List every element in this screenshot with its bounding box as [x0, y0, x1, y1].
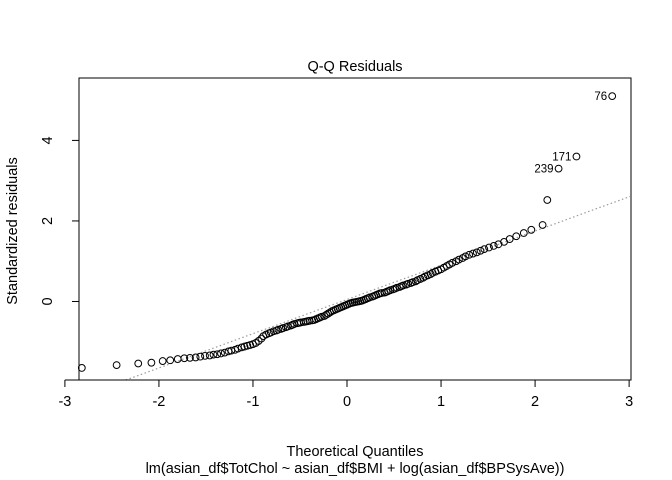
data-point — [419, 273, 428, 282]
data-point — [572, 152, 581, 161]
data-point — [180, 354, 189, 363]
data-point — [455, 255, 463, 264]
data-point — [505, 235, 514, 243]
data-point — [476, 246, 485, 255]
x-tick-label: 1 — [437, 394, 445, 410]
data-point — [186, 353, 194, 362]
data-point — [608, 92, 617, 101]
data-point — [209, 350, 218, 359]
x-tick-label: 3 — [625, 394, 633, 410]
x-axis-label: Theoretical Quantiles — [286, 444, 423, 460]
x-tick-label: -1 — [247, 394, 260, 410]
data-point — [205, 351, 214, 360]
data-point — [201, 351, 209, 360]
data-point — [166, 356, 175, 365]
data-point — [77, 364, 86, 372]
data-point — [554, 164, 563, 173]
data-point — [543, 196, 552, 204]
data-point — [485, 243, 493, 252]
x-tick-label: 0 — [343, 394, 351, 410]
data-point — [512, 232, 521, 241]
data-point — [134, 359, 143, 368]
data-point — [461, 252, 470, 261]
y-axis-label: Standardized residuals — [5, 157, 21, 305]
data-point — [489, 242, 498, 250]
y-tick-label: 0 — [40, 297, 56, 305]
data-point — [112, 361, 121, 370]
outlier-label: 76 — [594, 91, 607, 103]
data-point — [519, 229, 528, 237]
x-tick-label: -3 — [58, 394, 71, 410]
outlier-label: 239 — [534, 164, 553, 176]
plot-title: Q-Q Residuals — [307, 59, 402, 75]
data-point — [158, 357, 167, 365]
data-point — [472, 248, 481, 257]
outlier-label: 171 — [552, 152, 571, 164]
plot-frame — [78, 77, 632, 381]
data-point — [173, 355, 182, 363]
y-tick-label: 2 — [40, 217, 56, 225]
x-tick-label: -2 — [152, 394, 165, 410]
data-point — [426, 270, 435, 278]
data-point — [411, 277, 420, 286]
data-point — [465, 250, 474, 259]
data-point — [217, 349, 225, 358]
data-point — [191, 353, 200, 362]
data-point — [147, 358, 156, 367]
reference-line — [125, 195, 632, 381]
data-point — [538, 221, 547, 229]
x-tick-label: 2 — [531, 394, 539, 410]
data-point — [213, 350, 222, 359]
data-point — [196, 352, 205, 361]
data-point — [448, 258, 457, 267]
data-point — [257, 334, 266, 343]
x-axis-sublabel: lm(asian_df$TotChol ~ asian_df$BMI + log… — [146, 461, 565, 477]
data-point — [480, 245, 489, 254]
y-tick-label: 4 — [40, 136, 56, 144]
data-point — [469, 249, 477, 258]
data-point — [527, 225, 536, 234]
